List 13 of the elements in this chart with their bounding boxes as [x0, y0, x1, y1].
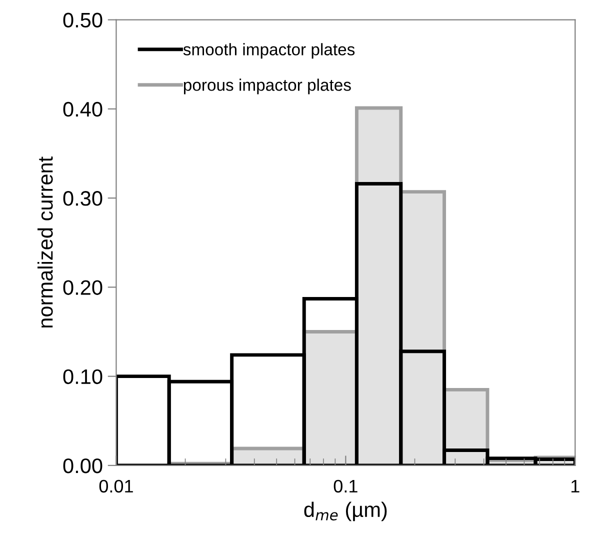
y-tick-label: 0.50	[63, 12, 102, 28]
x-tick-label: 0.01	[99, 480, 133, 493]
x-tick-label: 0.1	[334, 480, 358, 493]
x-axis-title: d$_{me}$ (µm)	[304, 502, 387, 522]
legend-label: porous impactor plates	[184, 78, 351, 94]
x-tick-label: 1	[571, 480, 580, 492]
y-tick-label: 0.20	[63, 280, 102, 295]
y-tick-label: 0.10	[63, 369, 102, 384]
y-axis-title: normalized current	[38, 156, 53, 328]
y-tick-label: 0.30	[63, 191, 102, 206]
y-tick-label: 0.00	[63, 458, 102, 474]
legend-label: smooth impactor plates	[183, 43, 355, 59]
y-tick-label: 0.40	[63, 102, 102, 117]
